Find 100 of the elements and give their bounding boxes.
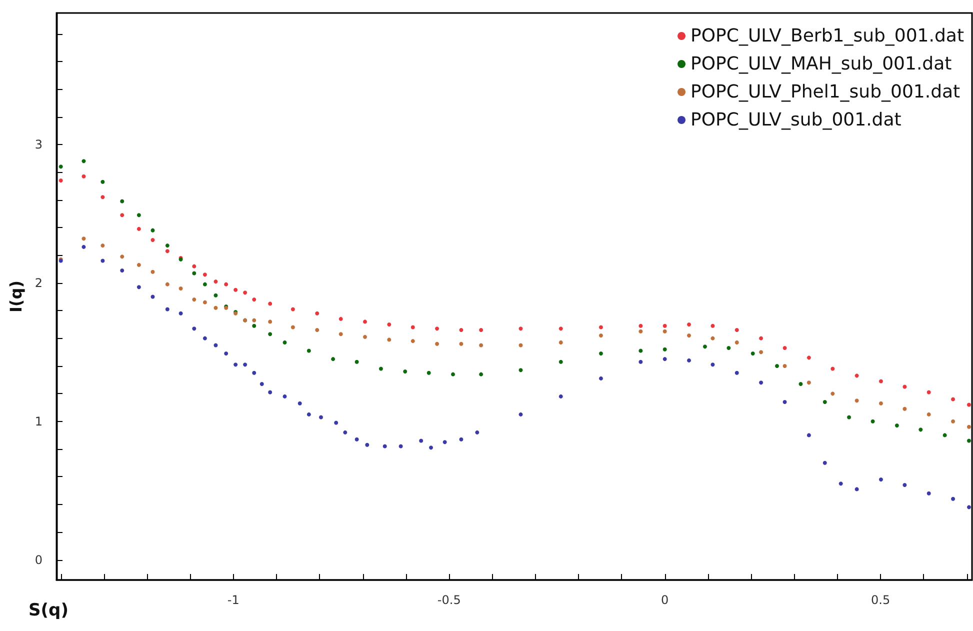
point: [192, 271, 196, 276]
point: [806, 356, 811, 360]
point: [479, 343, 484, 348]
point: [878, 379, 883, 384]
point: [662, 329, 667, 334]
point: [268, 302, 272, 306]
point: [100, 244, 105, 248]
point: [558, 340, 563, 344]
y-tick-label: 0: [34, 552, 43, 567]
point: [686, 322, 691, 326]
point: [686, 334, 691, 338]
point: [951, 496, 956, 501]
point: [638, 329, 643, 334]
point: [598, 352, 603, 356]
point: [178, 311, 183, 316]
x-axis-title: S(q): [28, 600, 68, 620]
point: [942, 433, 947, 438]
point: [822, 400, 827, 404]
point: [387, 322, 392, 326]
point: [442, 440, 447, 444]
point: [662, 347, 667, 352]
point: [662, 324, 667, 328]
point: [854, 398, 859, 403]
point: [726, 346, 731, 350]
point: [398, 444, 403, 448]
point: [878, 401, 883, 406]
point: [451, 372, 456, 376]
point: [252, 318, 256, 322]
point: [252, 324, 256, 328]
x-tick-label: -1: [227, 593, 240, 607]
point: [363, 334, 367, 339]
point: [847, 415, 852, 420]
point: [662, 357, 667, 362]
point: [419, 438, 424, 443]
point: [902, 483, 907, 488]
point: [331, 357, 336, 362]
point: [410, 339, 415, 344]
point: [966, 505, 971, 510]
point: [475, 430, 480, 434]
point: [435, 326, 440, 331]
point: [165, 249, 170, 254]
point: [82, 159, 86, 164]
point: [459, 342, 464, 346]
point: [410, 325, 415, 330]
point: [214, 306, 218, 310]
point: [734, 328, 739, 332]
point: [686, 358, 691, 362]
point: [759, 380, 764, 385]
point: [926, 390, 931, 394]
point: [306, 412, 311, 416]
point: [926, 491, 931, 496]
point: [165, 282, 170, 286]
point: [806, 380, 811, 385]
point: [902, 384, 907, 389]
point: [202, 336, 207, 340]
point: [318, 415, 323, 420]
point: [830, 366, 835, 371]
point: [894, 424, 899, 428]
point: [282, 394, 287, 398]
point: [558, 360, 563, 364]
point: [951, 397, 956, 402]
point: [224, 282, 228, 286]
point: [315, 328, 320, 332]
point: [202, 272, 207, 277]
point: [479, 328, 484, 332]
point: [558, 326, 563, 331]
point: [518, 326, 523, 331]
point: [136, 262, 141, 267]
point: [268, 332, 272, 336]
point: [926, 412, 931, 416]
point: [702, 344, 707, 349]
point: [710, 362, 715, 367]
point: [403, 370, 408, 374]
point: [165, 244, 170, 248]
point: [598, 376, 603, 380]
point: [710, 324, 715, 328]
point: [918, 428, 923, 432]
point: [234, 362, 238, 367]
point: [838, 482, 843, 486]
point: [338, 316, 343, 321]
point: [343, 430, 348, 434]
point: [759, 350, 764, 354]
legend-label: POPC_ULV_Berb1_sub_001.dat: [690, 26, 964, 46]
point: [224, 352, 228, 356]
point: [100, 180, 105, 184]
point: [750, 352, 755, 356]
point: [150, 294, 155, 299]
point: [710, 336, 715, 340]
point: [378, 366, 383, 371]
x-tick-label: 0: [661, 593, 669, 607]
point: [192, 298, 196, 302]
point: [459, 328, 464, 332]
point: [100, 195, 105, 200]
point: [902, 406, 907, 411]
point: [214, 343, 218, 348]
point: [426, 370, 431, 375]
point: [854, 374, 859, 378]
y-tick-label: 1: [34, 414, 43, 428]
point: [459, 437, 464, 442]
point: [854, 487, 859, 492]
